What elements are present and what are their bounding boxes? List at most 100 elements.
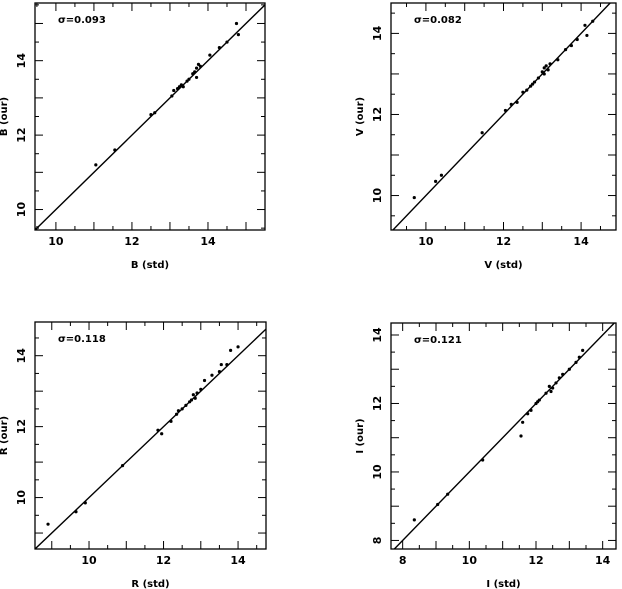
data-point: [509, 102, 513, 106]
x-axis-label: B (std): [131, 260, 169, 271]
data-point: [202, 378, 207, 383]
y-tick-label: 12: [371, 396, 384, 411]
x-tick-label: 8: [399, 554, 407, 567]
data-point: [225, 40, 229, 44]
x-tick-label: 12: [496, 235, 511, 248]
data-point: [561, 372, 565, 376]
data-point: [172, 88, 176, 93]
data-point: [439, 173, 444, 177]
data-point: [577, 355, 581, 359]
data-point: [176, 409, 181, 413]
data-point: [585, 33, 589, 38]
data-point: [446, 492, 450, 496]
data-point: [547, 384, 551, 388]
data-point: [503, 108, 508, 113]
data-point: [195, 391, 199, 395]
data-point: [521, 90, 525, 94]
y-axis-label: I (our): [355, 418, 366, 453]
x-tick-label: 14: [595, 554, 611, 567]
data-point: [556, 58, 560, 62]
x-axis-label: I (std): [486, 579, 520, 589]
data-point: [537, 398, 541, 402]
data-point: [210, 373, 214, 377]
y-tick-label: 12: [371, 107, 384, 122]
y-tick-label: 10: [15, 490, 28, 506]
x-axis-label: V (std): [484, 260, 522, 271]
data-point: [153, 111, 157, 115]
data-point: [217, 370, 222, 374]
x-tick-label: 14: [200, 235, 216, 248]
sigma-annotation: σ=0.093: [58, 15, 106, 26]
data-point: [156, 428, 160, 432]
x-tick-label: 10: [418, 235, 434, 248]
sigma-annotation: σ=0.121: [414, 335, 462, 346]
data-point: [225, 362, 229, 367]
x-tick-label: 12: [156, 554, 171, 567]
data-point: [515, 100, 519, 104]
data-point: [236, 33, 240, 37]
data-point: [191, 393, 195, 397]
y-tick-label: 14: [15, 348, 28, 364]
data-point: [536, 76, 541, 80]
identity-line: [393, 323, 616, 549]
data-point: [234, 21, 239, 26]
data-point: [94, 163, 98, 167]
y-axis-label: R (our): [0, 416, 10, 455]
scatter-panel-3: 10 12 14 10 12 14 R (std) R (our) σ=0.118: [0, 321, 267, 589]
y-axis-label: B (our): [0, 97, 10, 136]
x-tick-label: 12: [124, 235, 139, 248]
y-tick-label: 12: [15, 419, 28, 434]
data-point: [581, 348, 585, 352]
data-point: [113, 148, 117, 152]
data-point: [436, 502, 440, 507]
y-tick-label: 10: [371, 188, 384, 204]
data-point: [591, 19, 595, 23]
data-point: [83, 501, 87, 505]
data-point: [557, 376, 561, 380]
data-point: [217, 46, 221, 50]
x-tick-label: 10: [462, 554, 478, 567]
data-point: [526, 412, 530, 416]
data-point: [193, 396, 197, 400]
data-point: [412, 518, 416, 522]
data-point: [519, 434, 523, 438]
data-point: [193, 70, 197, 74]
data-point: [199, 387, 203, 391]
identity-line: [35, 328, 266, 549]
y-axis-label: V (our): [355, 97, 366, 136]
data-point: [544, 391, 548, 395]
data-point: [434, 179, 438, 183]
data-point: [236, 345, 240, 349]
data-point: [567, 367, 571, 371]
data-point: [120, 464, 125, 468]
data-point: [525, 88, 529, 92]
data-point: [540, 70, 544, 74]
identity-line: [391, 3, 612, 230]
identity-line: [35, 3, 265, 230]
x-axis-label: R (std): [131, 579, 169, 589]
x-tick-label: 12: [528, 554, 543, 567]
data-point: [198, 64, 202, 68]
data-point: [542, 72, 546, 76]
data-point: [554, 381, 558, 385]
y-tick-label: 8: [371, 537, 384, 545]
data-point: [549, 389, 553, 394]
data-point: [74, 510, 78, 514]
data-point: [529, 408, 533, 412]
data-point: [187, 77, 191, 81]
data-point: [548, 62, 552, 66]
data-point: [574, 360, 578, 364]
plot-frame: [390, 322, 617, 550]
x-tick-label: 14: [573, 235, 589, 248]
data-point: [542, 66, 546, 70]
data-point: [569, 43, 573, 48]
data-point: [551, 386, 555, 390]
data-point: [544, 64, 548, 68]
data-point: [169, 419, 173, 423]
data-point: [194, 75, 199, 80]
data-point: [529, 84, 533, 88]
data-point: [563, 48, 568, 52]
plot-frame: [34, 321, 267, 550]
y-tick-label: 14: [371, 25, 384, 41]
